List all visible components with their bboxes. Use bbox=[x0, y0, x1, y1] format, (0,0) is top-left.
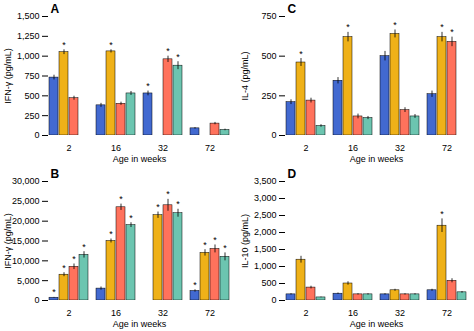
svg-text:*: * bbox=[346, 22, 350, 32]
svg-text:2: 2 bbox=[303, 308, 308, 318]
svg-text:*: * bbox=[440, 209, 444, 219]
svg-text:750: 750 bbox=[261, 11, 276, 21]
svg-text:A: A bbox=[51, 2, 60, 16]
svg-text:32: 32 bbox=[158, 308, 168, 318]
svg-text:10,000: 10,000 bbox=[12, 256, 40, 266]
svg-text:250: 250 bbox=[261, 91, 276, 101]
svg-text:1,000: 1,000 bbox=[254, 261, 277, 271]
svg-text:500: 500 bbox=[261, 51, 276, 61]
svg-text:*: * bbox=[62, 40, 66, 50]
svg-text:*: * bbox=[129, 213, 133, 223]
svg-text:1,250: 1,250 bbox=[17, 31, 40, 41]
svg-text:2,000: 2,000 bbox=[254, 227, 277, 237]
svg-text:5,000: 5,000 bbox=[17, 276, 40, 286]
svg-text:32: 32 bbox=[158, 143, 168, 153]
svg-text:3,500: 3,500 bbox=[254, 176, 277, 186]
svg-text:*: * bbox=[193, 280, 197, 290]
svg-text:*: * bbox=[146, 81, 150, 91]
svg-text:Age in weeks: Age in weeks bbox=[350, 319, 404, 329]
svg-text:0: 0 bbox=[271, 130, 276, 140]
svg-text:72: 72 bbox=[205, 308, 215, 318]
svg-text:750: 750 bbox=[24, 71, 39, 81]
svg-text:72: 72 bbox=[442, 143, 452, 153]
svg-text:2,500: 2,500 bbox=[254, 210, 277, 220]
svg-text:IL-10 (pg/mL): IL-10 (pg/mL) bbox=[240, 214, 250, 268]
svg-text:*: * bbox=[166, 46, 170, 56]
svg-text:IFN-γ (pg/mL): IFN-γ (pg/mL) bbox=[3, 48, 13, 104]
svg-text:0: 0 bbox=[34, 295, 39, 305]
svg-text:16: 16 bbox=[111, 308, 121, 318]
svg-text:1,000: 1,000 bbox=[17, 51, 40, 61]
svg-text:Age in weeks: Age in weeks bbox=[350, 154, 404, 164]
svg-text:*: * bbox=[119, 194, 123, 204]
svg-text:*: * bbox=[109, 40, 113, 50]
svg-text:15,000: 15,000 bbox=[12, 236, 40, 246]
svg-text:C: C bbox=[288, 2, 297, 16]
svg-text:D: D bbox=[288, 167, 297, 181]
svg-text:72: 72 bbox=[442, 308, 452, 318]
svg-text:3,000: 3,000 bbox=[254, 193, 277, 203]
svg-text:500: 500 bbox=[24, 91, 39, 101]
svg-text:2: 2 bbox=[66, 143, 71, 153]
svg-text:*: * bbox=[166, 189, 170, 199]
svg-text:2: 2 bbox=[303, 143, 308, 153]
svg-text:IL-4 (pg/mL): IL-4 (pg/mL) bbox=[240, 51, 250, 100]
svg-text:32: 32 bbox=[395, 308, 405, 318]
svg-text:*: * bbox=[450, 27, 454, 37]
svg-text:25,000: 25,000 bbox=[12, 196, 40, 206]
svg-text:*: * bbox=[82, 242, 86, 252]
svg-text:*: * bbox=[72, 254, 76, 264]
svg-text:*: * bbox=[176, 199, 180, 209]
svg-text:*: * bbox=[52, 287, 56, 297]
svg-text:*: * bbox=[223, 243, 227, 253]
svg-text:250: 250 bbox=[24, 111, 39, 121]
svg-text:72: 72 bbox=[205, 143, 215, 153]
svg-text:*: * bbox=[440, 22, 444, 32]
svg-text:0: 0 bbox=[271, 295, 276, 305]
svg-text:B: B bbox=[51, 167, 60, 181]
svg-text:*: * bbox=[156, 202, 160, 212]
svg-text:*: * bbox=[393, 20, 397, 30]
svg-text:*: * bbox=[176, 52, 180, 62]
svg-text:16: 16 bbox=[348, 143, 358, 153]
svg-text:Age in weeks: Age in weeks bbox=[113, 154, 167, 164]
svg-text:0: 0 bbox=[34, 130, 39, 140]
svg-text:*: * bbox=[203, 240, 207, 250]
svg-text:*: * bbox=[62, 263, 66, 273]
svg-text:500: 500 bbox=[261, 278, 276, 288]
svg-text:30,000: 30,000 bbox=[12, 176, 40, 186]
svg-text:16: 16 bbox=[111, 143, 121, 153]
svg-text:20,000: 20,000 bbox=[12, 216, 40, 226]
svg-text:*: * bbox=[109, 229, 113, 239]
svg-text:Age in weeks: Age in weeks bbox=[113, 319, 167, 329]
svg-text:IFN-γ (pg/mL): IFN-γ (pg/mL) bbox=[3, 213, 13, 269]
svg-text:1,500: 1,500 bbox=[254, 244, 277, 254]
svg-text:32: 32 bbox=[395, 143, 405, 153]
svg-text:16: 16 bbox=[348, 308, 358, 318]
svg-text:1,500: 1,500 bbox=[17, 11, 40, 21]
svg-text:2: 2 bbox=[66, 308, 71, 318]
svg-text:*: * bbox=[213, 235, 217, 245]
svg-text:*: * bbox=[299, 49, 303, 59]
